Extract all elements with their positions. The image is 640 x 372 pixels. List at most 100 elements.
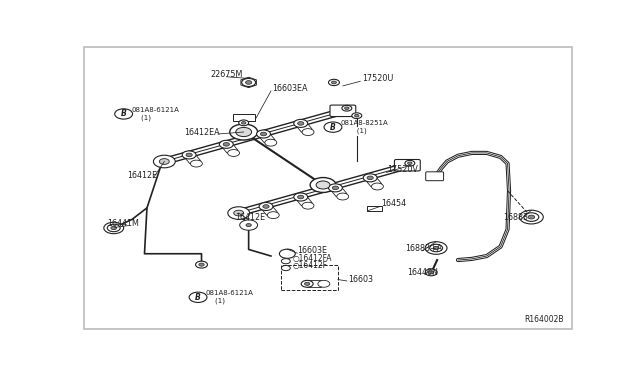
Circle shape — [328, 184, 342, 192]
Circle shape — [371, 183, 383, 190]
Bar — [367, 206, 381, 211]
Text: 16883+A: 16883+A — [405, 244, 442, 253]
Text: B: B — [330, 123, 336, 132]
Circle shape — [364, 174, 377, 182]
FancyBboxPatch shape — [330, 105, 356, 116]
Text: 22675M: 22675M — [210, 70, 243, 79]
Polygon shape — [296, 196, 312, 206]
Circle shape — [294, 119, 308, 128]
Circle shape — [182, 151, 196, 159]
FancyBboxPatch shape — [394, 160, 420, 171]
Text: 16454: 16454 — [381, 199, 406, 208]
Circle shape — [196, 261, 207, 268]
Circle shape — [263, 205, 269, 208]
Text: 16412E: 16412E — [235, 213, 265, 222]
Circle shape — [236, 128, 252, 137]
Polygon shape — [260, 205, 277, 215]
Text: 081A8-6121A
    (1): 081A8-6121A (1) — [206, 290, 254, 304]
Circle shape — [324, 122, 342, 132]
Text: 17520U: 17520U — [362, 74, 393, 83]
Circle shape — [367, 176, 373, 180]
FancyBboxPatch shape — [233, 114, 255, 121]
Circle shape — [186, 153, 192, 157]
Circle shape — [298, 195, 304, 199]
Text: 081A8-8251A
       (1): 081A8-8251A (1) — [341, 120, 388, 134]
Text: ○16412F: ○16412F — [292, 261, 327, 270]
Text: 16412EA: 16412EA — [184, 128, 220, 137]
Polygon shape — [258, 132, 275, 143]
Circle shape — [342, 105, 352, 111]
Circle shape — [241, 122, 246, 124]
Text: 16412E: 16412E — [127, 171, 157, 180]
Polygon shape — [307, 280, 321, 287]
Circle shape — [405, 160, 415, 166]
Circle shape — [355, 114, 359, 117]
Circle shape — [240, 220, 257, 230]
Circle shape — [191, 160, 202, 167]
Circle shape — [154, 155, 175, 168]
Circle shape — [246, 81, 252, 84]
Circle shape — [302, 202, 314, 209]
Circle shape — [520, 210, 543, 224]
Circle shape — [115, 109, 132, 119]
Text: B: B — [195, 293, 201, 302]
Text: 16603EA: 16603EA — [272, 84, 307, 93]
Circle shape — [318, 280, 330, 287]
Circle shape — [528, 215, 534, 219]
Circle shape — [234, 210, 244, 216]
Polygon shape — [184, 153, 200, 164]
Circle shape — [302, 129, 314, 135]
FancyBboxPatch shape — [426, 172, 444, 181]
Text: 16883: 16883 — [504, 213, 529, 222]
Text: R164002B: R164002B — [524, 315, 564, 324]
Circle shape — [259, 202, 273, 211]
Circle shape — [316, 181, 330, 189]
Polygon shape — [221, 143, 237, 153]
Circle shape — [228, 207, 250, 219]
Polygon shape — [296, 122, 312, 132]
Circle shape — [298, 122, 304, 125]
Circle shape — [268, 212, 279, 219]
Circle shape — [429, 244, 443, 252]
Circle shape — [246, 224, 252, 227]
Polygon shape — [365, 176, 381, 186]
Circle shape — [223, 142, 230, 146]
Circle shape — [280, 249, 295, 258]
Circle shape — [344, 107, 349, 109]
Circle shape — [228, 150, 239, 156]
Circle shape — [189, 292, 207, 302]
Circle shape — [220, 140, 233, 148]
Circle shape — [282, 266, 291, 271]
Circle shape — [425, 242, 447, 254]
Circle shape — [282, 259, 291, 264]
Text: 16603: 16603 — [348, 275, 373, 284]
Text: ○16412FA: ○16412FA — [292, 254, 332, 263]
Circle shape — [108, 224, 120, 232]
Circle shape — [332, 186, 339, 190]
Circle shape — [429, 271, 434, 274]
Text: B: B — [121, 109, 127, 118]
Circle shape — [239, 120, 249, 126]
Polygon shape — [330, 186, 347, 196]
Circle shape — [352, 113, 362, 119]
Bar — [281, 265, 338, 289]
Circle shape — [433, 246, 439, 250]
Circle shape — [265, 139, 276, 146]
Text: 081A8-6121A
    (1): 081A8-6121A (1) — [132, 107, 179, 121]
Text: 17520V: 17520V — [388, 165, 419, 174]
Circle shape — [111, 226, 116, 230]
Circle shape — [294, 193, 308, 201]
Circle shape — [199, 263, 204, 266]
Circle shape — [310, 177, 336, 192]
Circle shape — [104, 222, 124, 234]
Circle shape — [305, 282, 310, 285]
Circle shape — [328, 79, 339, 86]
Circle shape — [257, 130, 271, 138]
Circle shape — [524, 213, 539, 221]
Circle shape — [242, 78, 255, 86]
Circle shape — [337, 193, 349, 200]
Circle shape — [230, 124, 257, 140]
Circle shape — [332, 81, 337, 84]
Text: 16441M: 16441M — [107, 219, 139, 228]
Circle shape — [425, 269, 437, 276]
